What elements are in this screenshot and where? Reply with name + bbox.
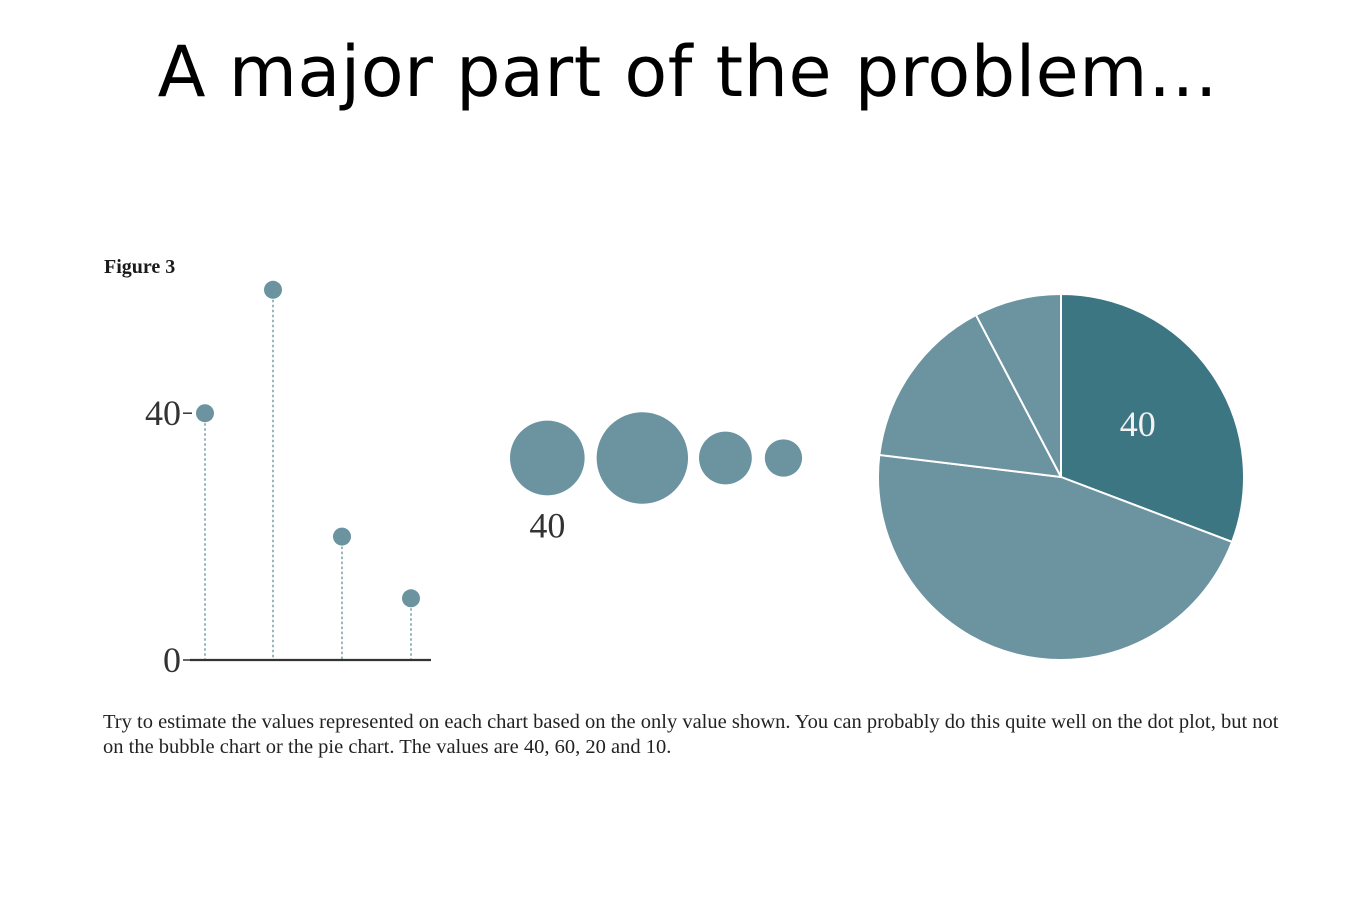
bubble-data-label: 40 (529, 505, 565, 545)
bubble (699, 431, 752, 485)
bubble (764, 439, 803, 477)
bubble-chart: 40 (510, 412, 803, 545)
pie-slice (878, 313, 1062, 478)
dot-point (402, 589, 420, 608)
figure-caption: Try to estimate the values represented o… (103, 711, 1279, 758)
pie-chart: 40 (876, 293, 1246, 662)
dot-plot: 0 40 (145, 280, 431, 680)
bubble (596, 412, 689, 504)
slide-title: A major part of the problem… (157, 31, 1219, 113)
dot-point (264, 280, 282, 299)
pie-slice (876, 453, 1234, 662)
pie-data-label: 40 (1120, 404, 1156, 444)
y-tick-label: 0 (163, 640, 181, 680)
pie-slice (1060, 293, 1246, 543)
bubble (510, 420, 585, 496)
pie-slice (974, 293, 1062, 478)
dot-point (196, 404, 214, 423)
dot-point (333, 527, 351, 546)
y-tick-label: 40 (145, 393, 181, 433)
figure-label: Figure 3 (104, 256, 176, 278)
